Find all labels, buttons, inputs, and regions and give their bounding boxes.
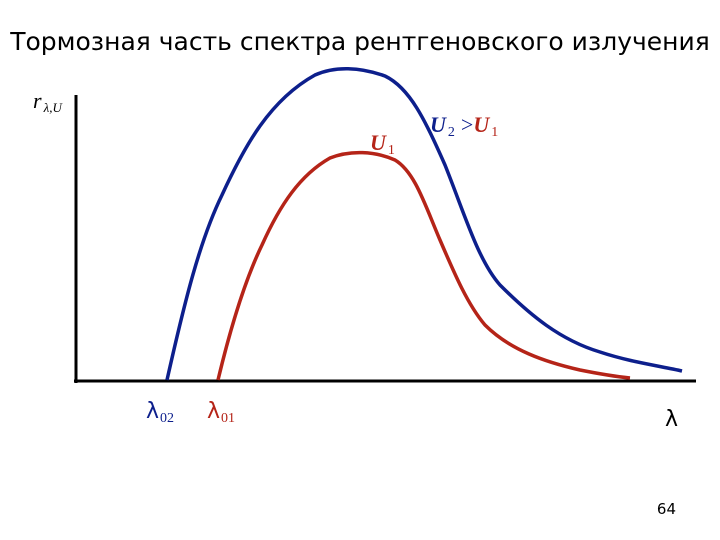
slide-title: Тормозная часть спектра рентгеновского и…	[9, 27, 710, 56]
page-number: 64	[657, 500, 676, 518]
cutoff-label: λ02	[146, 399, 174, 426]
cutoff-label: λ01	[207, 399, 235, 426]
subscript: 1	[388, 143, 395, 158]
y-symbol: r	[33, 88, 42, 113]
y-subscript: λ,U	[43, 100, 64, 115]
curve-u1	[216, 150, 631, 381]
cutoff-symbol: λ	[207, 399, 220, 424]
symbol: U	[370, 130, 387, 155]
cutoff-symbol: λ	[146, 399, 159, 424]
curve-u2	[165, 67, 683, 381]
y-axis-label: r λ,U	[33, 88, 63, 115]
ref-symbol: U	[473, 112, 490, 137]
relation: >	[461, 112, 473, 137]
cutoff-subscript: 02	[160, 411, 174, 426]
ref-subscript: 1	[491, 125, 498, 140]
subscript: 2	[448, 125, 455, 140]
curve-label: U 2 >U 1	[430, 112, 498, 140]
cutoff-subscript: 01	[221, 411, 235, 426]
symbol: U	[430, 112, 447, 137]
x-axis-label: λ	[665, 407, 678, 432]
